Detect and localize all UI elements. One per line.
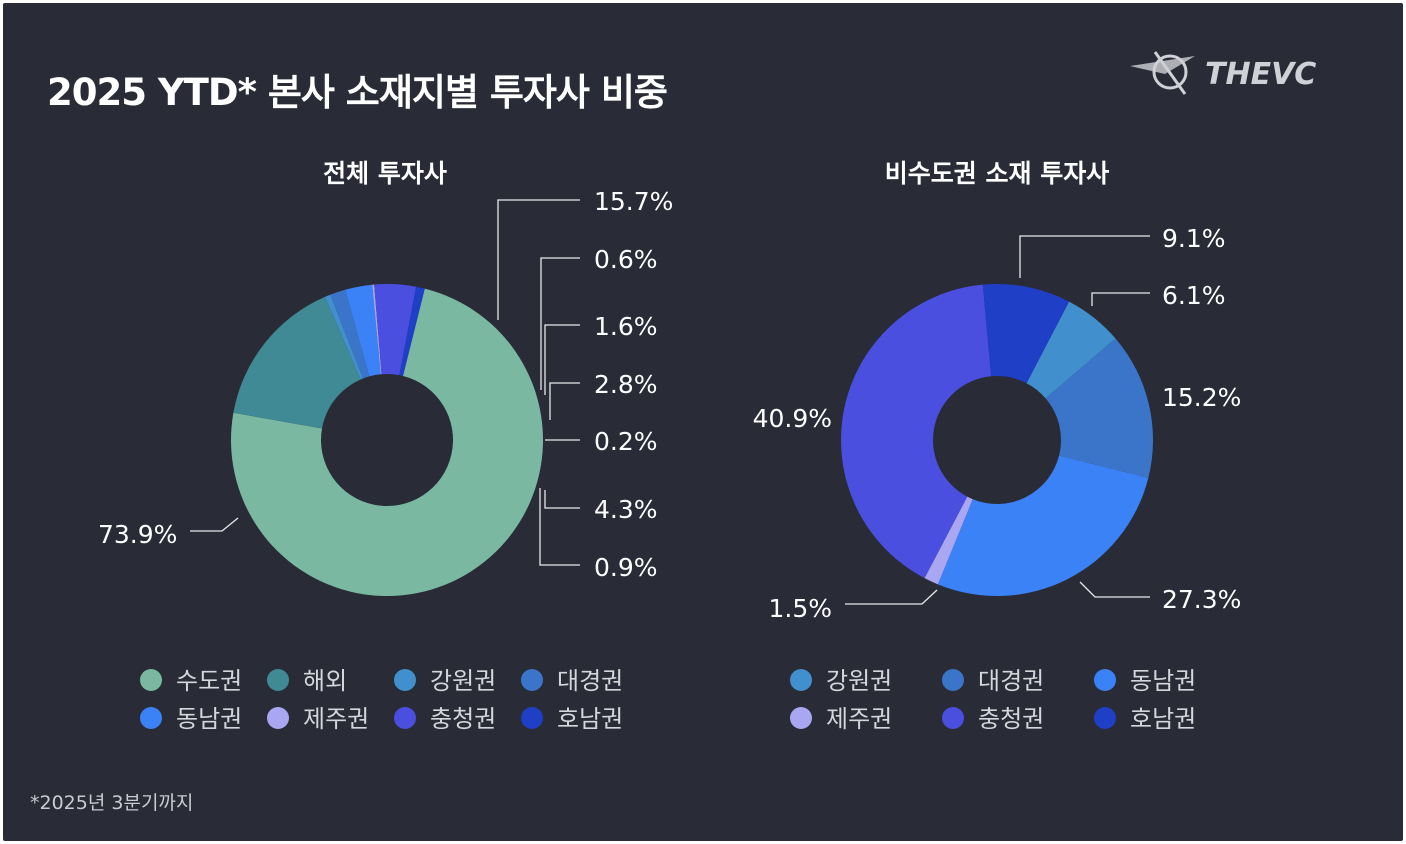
legend-marker: [521, 669, 543, 691]
legend-label: 대경권: [978, 667, 1044, 695]
pie-slice-제주권: [372, 284, 382, 375]
pie-slice-강원권: [324, 294, 364, 380]
legend-label: 대경권: [557, 667, 623, 695]
pie-slice-충청권: [841, 284, 992, 579]
chart-all-investors: 전체 투자사 73.9% 15.7% 0.6% 1.6% 2.8% 0.2% 4.3% 0.9…: [98, 159, 673, 733]
pie-slice-강원권: [1026, 301, 1116, 399]
legend-label: 강원권: [430, 667, 496, 695]
legend-marker: [942, 669, 964, 691]
pie-slice-대경권: [330, 289, 370, 379]
data-label: 15.7%: [594, 187, 673, 216]
data-label: 15.2%: [1162, 383, 1241, 412]
legend-label: 호남권: [1130, 705, 1196, 733]
leader-line: [845, 589, 938, 605]
legend-label: 호남권: [557, 705, 623, 733]
legend-label: 충청권: [978, 705, 1044, 733]
thevc-logo-icon: THEVC: [1130, 51, 1316, 95]
chart-non-capital-investors: 비수도권 소재 투자사 6.1%15.2%27.3%1.5%40.9%9.1% …: [753, 159, 1242, 733]
legend-marker: [1094, 707, 1116, 729]
pie-slice-호남권: [982, 284, 1070, 384]
legend-marker: [942, 707, 964, 729]
data-label: 1.6%: [594, 312, 658, 341]
footnote: *2025년 3분기까지: [30, 792, 194, 814]
data-label: 6.1%: [1162, 281, 1226, 310]
legend-marker: [394, 707, 416, 729]
leader-line: [190, 517, 239, 532]
pie-slice-제주권: [924, 496, 973, 585]
legend-marker: [140, 669, 162, 691]
legend-marker: [521, 707, 543, 729]
data-label: 40.9%: [753, 404, 832, 433]
leader-line: [497, 199, 580, 320]
legend-label: 강원권: [826, 667, 892, 695]
data-label: 73.9%: [98, 520, 177, 549]
legend-label: 제주권: [303, 705, 369, 733]
data-label: 9.1%: [1162, 224, 1226, 253]
legend-label: 충청권: [430, 705, 496, 733]
legend-marker: [267, 707, 289, 729]
data-label: 1.5%: [768, 594, 832, 623]
chart-title: 전체 투자사: [323, 159, 447, 188]
legend-label: 동남권: [176, 705, 242, 733]
legend-label: 해외: [303, 667, 347, 695]
data-label: 0.2%: [594, 427, 658, 456]
leader-line: [544, 324, 580, 395]
data-label: 2.8%: [594, 370, 658, 399]
leader-line: [549, 382, 580, 420]
leader-line: [540, 257, 580, 390]
pie-slice-동남권: [937, 455, 1149, 596]
legend-label: 동남권: [1130, 667, 1196, 695]
pie-slice-동남권: [345, 284, 381, 377]
leader-line: [1091, 292, 1150, 306]
pie-slice-수도권: [231, 288, 543, 597]
legend-marker: [394, 669, 416, 691]
data-label: 0.6%: [594, 245, 658, 274]
page-title: 2025 YTD* 본사 소재지별 투자사 비중: [47, 71, 668, 114]
legend-marker: [790, 707, 812, 729]
legend-label: 수도권: [176, 667, 242, 695]
pie-slice-해외: [233, 296, 361, 429]
leader-line: [544, 490, 580, 509]
legend-marker: [790, 669, 812, 691]
leader-line: [1079, 581, 1150, 598]
pie-slice-충청권: [374, 284, 417, 376]
data-label: 27.3%: [1162, 585, 1241, 614]
data-label: 0.9%: [594, 553, 658, 582]
leader-line: [539, 488, 580, 566]
pie-slice-대경권: [1045, 338, 1153, 479]
legend-marker: [1094, 669, 1116, 691]
pie-slice-호남권: [399, 286, 425, 376]
data-label: 4.3%: [594, 495, 658, 524]
legend-marker: [267, 669, 289, 691]
leader-line: [1019, 235, 1150, 278]
logo-wordmark: THEVC: [1205, 57, 1316, 92]
legend-label: 제주권: [826, 705, 892, 733]
chart-title: 비수도권 소재 투자사: [885, 159, 1109, 188]
legend-marker: [140, 707, 162, 729]
